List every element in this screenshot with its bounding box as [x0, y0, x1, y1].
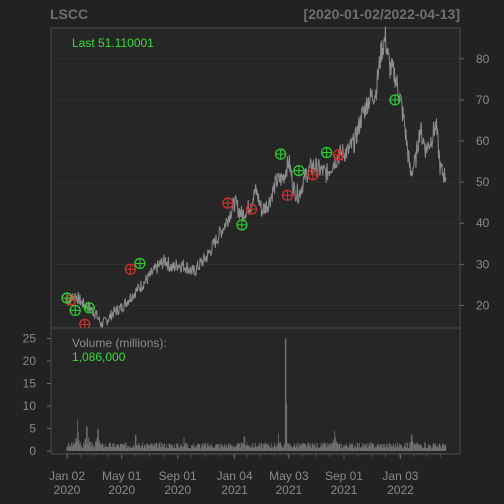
last-price-label: Last 51.110001 [72, 36, 154, 50]
price-tick-label: 30 [476, 257, 490, 271]
symbol-title: LSCC [50, 6, 88, 22]
price-tick-label: 70 [476, 93, 490, 107]
volume-tick-label: 5 [29, 422, 36, 436]
x-tick-label: May 03 [269, 469, 309, 483]
volume-tick-label: 0 [29, 444, 36, 458]
signal-markers [61, 94, 401, 331]
price-line [66, 26, 447, 329]
sell-signal-marker [124, 263, 136, 275]
x-tick-label: Sep 01 [159, 469, 197, 483]
price-y-axis: 20 30 40 50 60 70 80 [460, 52, 490, 312]
buy-signal-marker [293, 164, 305, 177]
x-tick-label: Jan 02 [49, 469, 85, 483]
buy-signal-marker [236, 219, 248, 231]
price-panel [50, 27, 461, 329]
buy-signal-marker [274, 148, 287, 160]
x-tick-label: Jan 03 [382, 469, 418, 483]
volume-y-axis: 0 5 10 15 20 25 [23, 332, 51, 458]
price-tick-label: 60 [476, 134, 490, 148]
buy-signal-marker [83, 302, 95, 314]
price-tick-label: 40 [476, 216, 490, 230]
x-tick-label: Jan 04 [217, 469, 253, 483]
x-tick-year: 2021 [221, 483, 248, 497]
buy-signal-marker [321, 146, 333, 159]
volume-tick-label: 25 [23, 332, 37, 346]
price-tick-label: 20 [476, 298, 490, 312]
buy-signal-marker [134, 257, 146, 270]
volume-value: 1,086,000 [72, 350, 126, 364]
volume-tick-label: 20 [23, 354, 37, 368]
x-tick-year: 2020 [54, 483, 81, 497]
volume-tick-label: 15 [23, 377, 37, 391]
x-tick-label: May 01 [102, 469, 142, 483]
price-tick-label: 50 [476, 175, 490, 189]
x-tick-year: 2020 [108, 483, 135, 497]
volume-panel [50, 327, 461, 455]
volume-tick-label: 10 [23, 399, 37, 413]
buy-signal-marker [389, 94, 401, 106]
date-range-title: [2020-01-02/2022-04-13] [304, 6, 460, 22]
x-tick-year: 2020 [164, 483, 191, 497]
x-tick-year: 2021 [331, 483, 358, 497]
x-tick-year: 2021 [275, 483, 302, 497]
volume-label: Volume (millions): [72, 336, 167, 350]
volume-bars [66, 338, 447, 451]
x-tick-label: Sep 01 [325, 469, 363, 483]
sell-signal-marker [332, 149, 345, 161]
sell-signal-marker [307, 169, 319, 181]
buy-signal-marker [69, 304, 81, 317]
price-tick-label: 80 [476, 52, 490, 66]
sell-signal-marker [281, 189, 294, 201]
sell-signal-marker [245, 203, 258, 215]
x-tick-year: 2022 [387, 483, 414, 497]
buy-signal-marker [61, 292, 73, 304]
sell-signal-marker [222, 197, 234, 209]
